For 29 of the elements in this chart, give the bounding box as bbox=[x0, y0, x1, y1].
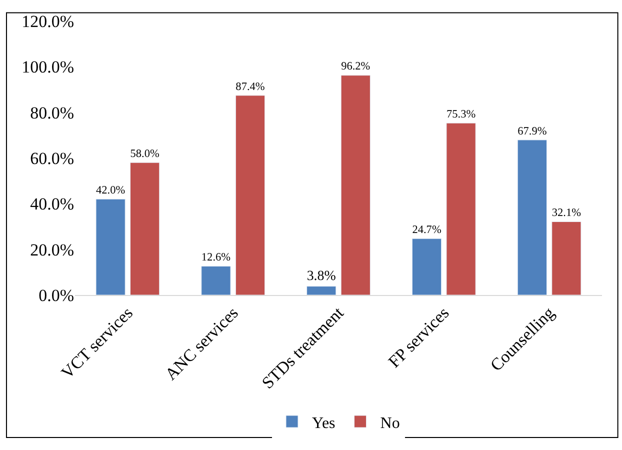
data-label: 32.1% bbox=[552, 207, 581, 220]
data-label: 67.9% bbox=[518, 125, 547, 138]
data-label: 75.3% bbox=[446, 108, 476, 120]
bar bbox=[412, 238, 442, 295]
y-tick-label: 20.0% bbox=[30, 240, 74, 260]
y-tick-label: 60.0% bbox=[30, 148, 74, 168]
legend-label: Yes bbox=[312, 414, 336, 432]
bar bbox=[552, 221, 582, 295]
bar bbox=[306, 286, 336, 295]
bar bbox=[96, 198, 126, 295]
legend-label: No bbox=[380, 414, 400, 432]
data-label: 58.0% bbox=[130, 148, 160, 160]
y-tick-label: 80.0% bbox=[30, 103, 74, 122]
y-tick-label: 40.0% bbox=[30, 194, 74, 214]
bar bbox=[201, 266, 231, 295]
data-label: 42.0% bbox=[96, 184, 126, 196]
data-label: 87.4% bbox=[236, 80, 265, 93]
data-label: 12.6% bbox=[201, 252, 231, 264]
y-tick-label: 120.0% bbox=[22, 12, 74, 31]
bar bbox=[446, 122, 476, 295]
bar bbox=[340, 75, 370, 295]
bar bbox=[130, 162, 160, 295]
y-tick-label: 0.0% bbox=[38, 286, 74, 305]
data-label: 3.8% bbox=[306, 269, 336, 284]
y-tick-label: 100.0% bbox=[22, 58, 74, 77]
data-label: 24.7% bbox=[412, 224, 442, 236]
data-label: 96.2% bbox=[341, 60, 370, 73]
bar bbox=[235, 95, 266, 295]
bar bbox=[517, 140, 547, 295]
